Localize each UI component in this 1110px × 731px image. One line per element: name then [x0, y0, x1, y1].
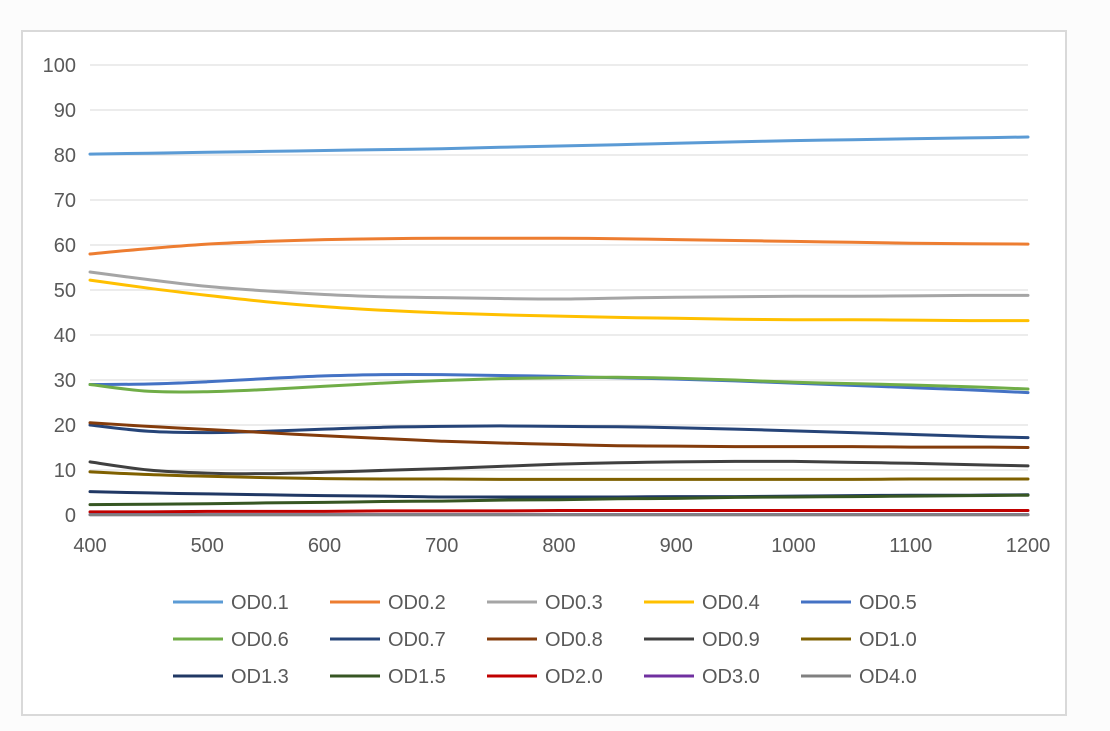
legend: OD0.1 OD0.2 OD0.3 OD0.4 OD0.5 OD0.6 OD0.7 OD0.8…: [173, 592, 917, 688]
x-tick-label: 500: [191, 535, 224, 557]
chart-frame: 0 10 20 30 40 50 60 70 80 90 100 400 500 600 700 800 90…: [21, 30, 1067, 716]
series-line-od0-9: [88, 459, 1030, 476]
series-line-od0-8: [88, 421, 1030, 449]
y-tick-label: 80: [54, 145, 76, 167]
y-tick-label: 20: [54, 415, 76, 437]
x-tick-label: 700: [425, 535, 458, 557]
y-tick-label: 70: [54, 190, 76, 212]
y-tick-label: 50: [54, 280, 76, 302]
y-tick-label: 0: [65, 505, 76, 527]
series-line-od0-3: [88, 270, 1030, 301]
legend-label: OD1.0: [859, 629, 917, 651]
series-line-od1-5: [88, 493, 1030, 507]
x-axis-tick-labels: 400 500 600 700 800 900 1000 1100 1200: [73, 535, 1050, 557]
legend-label: OD2.0: [545, 666, 603, 688]
x-tick-label: 900: [660, 535, 693, 557]
series-line-od2-0: [88, 508, 1030, 514]
legend-label: OD0.1: [231, 592, 289, 614]
y-tick-label: 40: [54, 325, 76, 347]
x-tick-label: 400: [73, 535, 106, 557]
y-tick-label: 60: [54, 235, 76, 257]
y-tick-label: 100: [43, 55, 76, 77]
y-tick-label: 90: [54, 100, 76, 122]
x-tick-label: 600: [308, 535, 341, 557]
legend-label: OD0.8: [545, 629, 603, 651]
series-line-od0-6: [88, 375, 1030, 394]
series-line-od0-4: [88, 278, 1030, 323]
series-line-od0-2: [88, 236, 1030, 256]
legend-label: OD0.5: [859, 592, 917, 614]
legend-label: OD0.3: [545, 592, 603, 614]
legend-label: OD0.7: [388, 629, 446, 651]
y-tick-label: 10: [54, 460, 76, 482]
legend-label: OD0.6: [231, 629, 289, 651]
line-chart: 0 10 20 30 40 50 60 70 80 90 100 400 500 600 700 800 90…: [43, 55, 1051, 688]
y-axis-tick-labels: 0 10 20 30 40 50 60 70 80 90 100: [43, 55, 76, 527]
y-tick-label: 30: [54, 370, 76, 392]
series-line-od0-1: [88, 135, 1030, 156]
series-line-od1-0: [88, 470, 1030, 481]
legend-label: OD3.0: [702, 666, 760, 688]
legend-label: OD0.4: [702, 592, 760, 614]
x-tick-label: 800: [542, 535, 575, 557]
series-lines: [88, 135, 1030, 517]
x-tick-label: 1100: [889, 535, 932, 557]
legend-label: OD0.9: [702, 629, 760, 651]
x-tick-label: 1200: [1006, 535, 1051, 557]
legend-label: OD1.3: [231, 666, 289, 688]
legend-label: OD4.0: [859, 666, 917, 688]
x-tick-label: 1000: [771, 535, 816, 557]
legend-label: OD0.2: [388, 592, 446, 614]
legend-label: OD1.5: [388, 666, 446, 688]
